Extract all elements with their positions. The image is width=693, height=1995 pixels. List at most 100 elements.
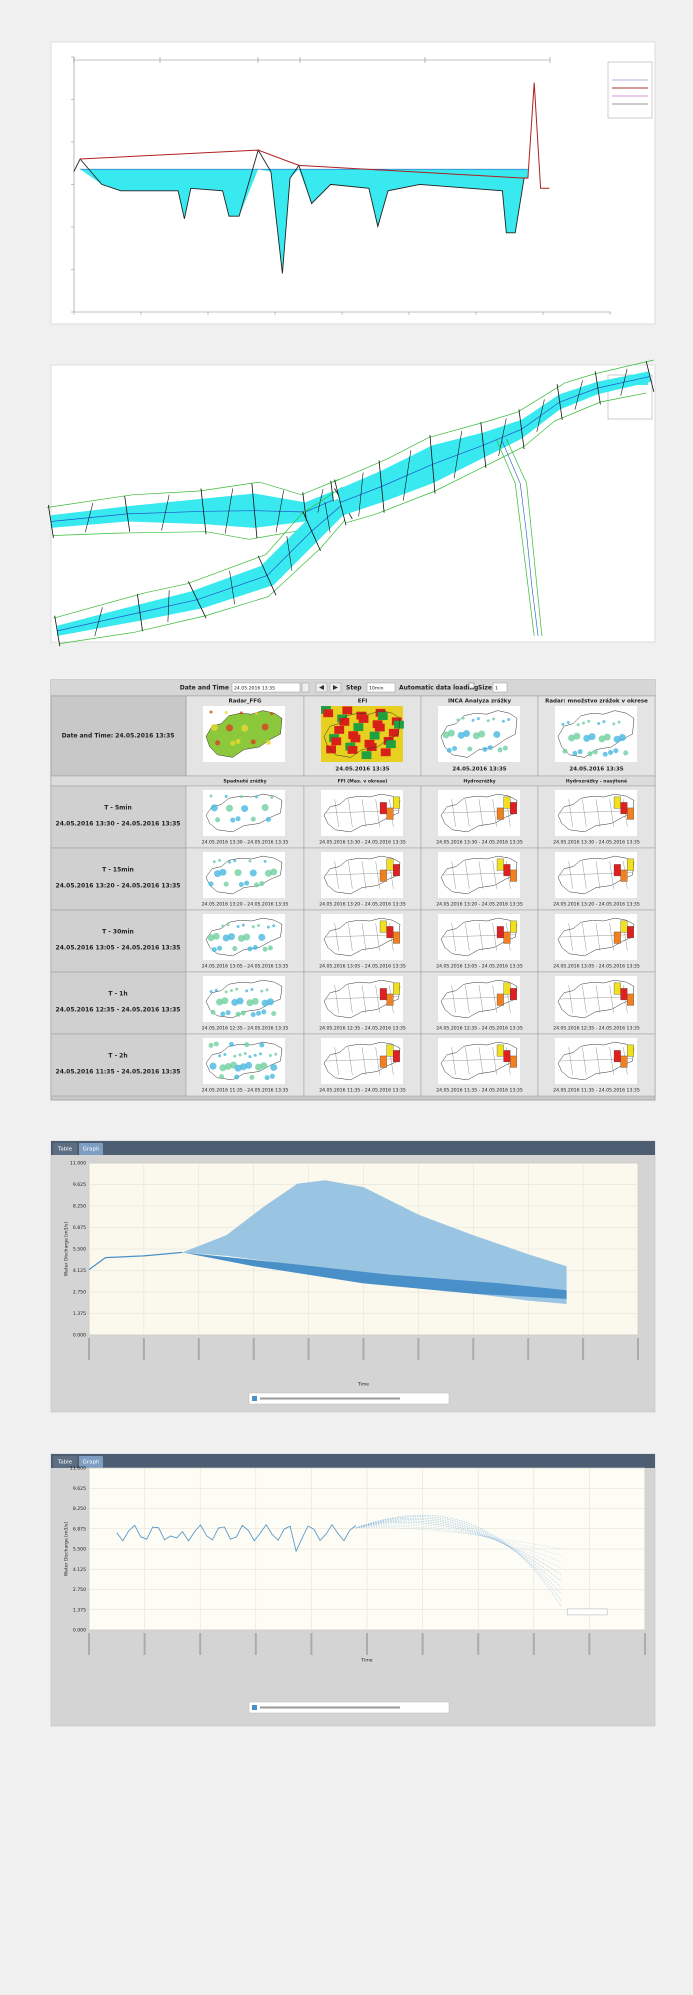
- district-warning: [627, 1045, 634, 1057]
- rain-spot: [602, 720, 605, 723]
- rain-spot: [251, 1012, 256, 1017]
- rain-spot: [266, 988, 269, 991]
- x-tick-label-stub: [588, 1633, 590, 1655]
- rain-spot: [262, 804, 269, 811]
- map-thumbnail: [203, 706, 285, 762]
- map-thumbnail: [438, 1038, 520, 1084]
- rain-spot: [587, 720, 590, 723]
- inca-panel: Date and Time 24.05.2016 13:35 Step 10mi…: [51, 680, 655, 1100]
- rain-spot: [237, 925, 240, 928]
- rain-spot: [244, 1052, 247, 1055]
- rain-spot: [270, 1064, 277, 1071]
- cell-range: 24.05.2016 11:35 - 24.05.2016 13:35: [319, 1088, 406, 1094]
- district-warning: [504, 797, 511, 809]
- rain-spot: [215, 740, 220, 745]
- map-thumbnail: [555, 852, 637, 898]
- x-tick-label-stub: [198, 1338, 200, 1360]
- rain-spot: [271, 1011, 276, 1016]
- cell-range: 24.05.2016 12:35 - 24.05.2016 13:35: [319, 1026, 406, 1032]
- map-thumbnail: [203, 914, 285, 960]
- x-tick-label-stub: [308, 1338, 310, 1360]
- rain-spot: [226, 805, 233, 812]
- rain-spot: [270, 1074, 275, 1079]
- y-tick-label: 0.000: [73, 1333, 86, 1339]
- rain-spot: [562, 749, 567, 754]
- column-title: EFI: [358, 699, 368, 705]
- row-label-cell: [51, 910, 186, 972]
- map-thumbnail: [438, 706, 520, 762]
- rain-spot: [225, 795, 228, 798]
- district-warning: [393, 864, 400, 876]
- rain-spot: [226, 1010, 231, 1015]
- tab-label: Graph: [83, 1460, 100, 1466]
- rain-spot: [236, 739, 241, 744]
- map-cell: [375, 724, 385, 732]
- rain-spot: [259, 1052, 262, 1055]
- rain-spot: [233, 1055, 236, 1058]
- district-warning: [621, 921, 628, 933]
- hydrograph-panel: TableGraph0.0001.3752.7504.1255.5006.875…: [51, 1141, 655, 1412]
- x-axis-label: Time: [357, 1382, 369, 1388]
- rain-spot: [209, 881, 214, 886]
- legend-text-stub: [260, 1398, 400, 1400]
- x-tick-label-stub: [363, 1338, 365, 1360]
- tab-bar: [51, 1454, 655, 1468]
- y-tick-label: 11.000: [70, 1161, 86, 1167]
- rain-spot: [227, 923, 230, 926]
- rain-spot: [582, 722, 585, 725]
- rain-spot: [223, 1053, 226, 1056]
- district-warning: [380, 870, 387, 882]
- rain-spot: [477, 717, 480, 720]
- rain-spot: [254, 1054, 257, 1057]
- y-tick-label: 2.750: [73, 1587, 86, 1593]
- profile-panel: [51, 42, 655, 324]
- rain-spot: [241, 725, 248, 732]
- rain-spot: [262, 723, 269, 730]
- map-thumbnail: [438, 790, 520, 836]
- district-warning: [621, 1056, 628, 1068]
- district-warning: [510, 1056, 517, 1068]
- x-tick-label-stub: [527, 1338, 529, 1360]
- district-warning: [393, 797, 400, 809]
- rain-spot: [250, 869, 257, 876]
- rain-spot: [239, 882, 244, 887]
- district-warning: [621, 988, 628, 1000]
- size-label: Size: [478, 685, 492, 692]
- district-warning: [387, 926, 394, 938]
- rain-spot: [244, 1042, 249, 1047]
- x-tick-label-stub: [199, 1633, 201, 1655]
- rain-spot: [221, 925, 224, 928]
- auto-checkbox[interactable]: [469, 683, 474, 688]
- rain-spot: [259, 1043, 264, 1048]
- district-warning: [387, 1045, 394, 1057]
- rain-spot: [562, 723, 565, 726]
- cell-range: 24.05.2016 13:30 - 24.05.2016 13:35: [319, 840, 406, 846]
- rain-spot: [462, 717, 465, 720]
- cell-range: 24.05.2016 13:20 - 24.05.2016 13:35: [319, 902, 406, 908]
- rain-spot: [613, 748, 618, 753]
- rain-spot: [598, 735, 605, 742]
- row-label-cell: [51, 1034, 186, 1096]
- map-thumbnail: [321, 976, 403, 1022]
- cell-range: 24.05.2016 12:35 - 24.05.2016 13:35: [553, 1026, 640, 1032]
- rain-spot: [577, 723, 580, 726]
- map-thumbnail: [321, 914, 403, 960]
- rain-spot: [266, 740, 271, 745]
- tab-bar: [51, 1141, 655, 1155]
- y-tick-label: 1.375: [73, 1607, 86, 1613]
- map-thumbnail: [203, 852, 285, 898]
- calendar-button[interactable]: [302, 683, 309, 692]
- map-thumbnail: [203, 790, 285, 836]
- subheader: FFI (Max. v okrese): [338, 779, 388, 785]
- map-cell: [342, 706, 352, 714]
- rain-spot: [208, 934, 215, 941]
- y-tick-label: 11.000: [70, 1466, 86, 1472]
- map-cell: [386, 740, 396, 748]
- rain-spot: [230, 818, 235, 823]
- map-cell: [378, 712, 388, 720]
- row-range: 24.05.2016 12:35 - 24.05.2016 13:35: [56, 1007, 181, 1014]
- rain-spot: [473, 732, 480, 739]
- legend-swatch: [252, 1705, 257, 1710]
- rain-spot: [248, 1055, 251, 1058]
- cell-range: 24.05.2016 13:20 - 24.05.2016 13:35: [553, 902, 640, 908]
